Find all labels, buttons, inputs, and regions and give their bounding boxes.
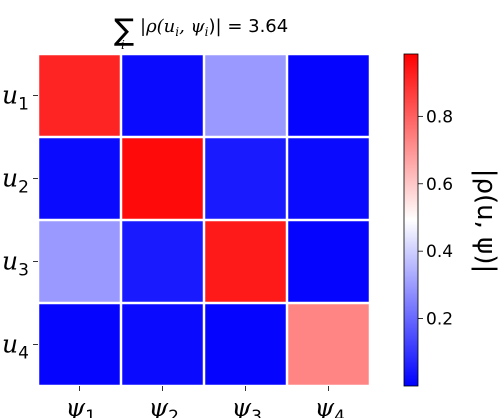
colorbar-tick-label-4: 0.8 bbox=[426, 107, 453, 127]
colorbar-label: |ρ(u, ψ)| bbox=[471, 169, 501, 273]
title-part-2: , ψ bbox=[179, 16, 205, 37]
column-labels: ψ1 ψ2 ψ3 ψ4 bbox=[66, 386, 345, 418]
title-sum-symbol: ∑ bbox=[114, 13, 134, 48]
heatmap-cell-r2-c3 bbox=[205, 138, 286, 219]
heatmap-cell-r1-c1 bbox=[39, 55, 120, 136]
row-label-2: u2 bbox=[2, 164, 29, 198]
col-label-1: ψ1 bbox=[66, 393, 96, 418]
heatmap-cell-r3-c2 bbox=[122, 221, 203, 302]
title-part-1: |ρ(u bbox=[140, 16, 175, 37]
heatmap-cell-r2-c1 bbox=[39, 138, 120, 219]
heatmap-cell-r1-c2 bbox=[122, 55, 203, 136]
chart-title: ∑ i |ρ(ui, ψi)| = 3.64 bbox=[114, 13, 288, 52]
colorbar-frame bbox=[403, 53, 419, 387]
row-label-4: u4 bbox=[2, 330, 29, 364]
heatmap-cell-r1-c4 bbox=[288, 55, 369, 136]
heatmap-cell-r3-c4 bbox=[288, 221, 369, 302]
colorbar-gradient bbox=[404, 54, 418, 386]
heatmap-cell-r3-c3 bbox=[205, 221, 286, 302]
heatmap-cell-r4-c3 bbox=[205, 304, 286, 385]
heatmap-cell-r4-c4 bbox=[288, 304, 369, 385]
heatmap-cell-r1-c3 bbox=[205, 55, 286, 136]
heatmap-cell-r2-c2 bbox=[122, 138, 203, 219]
col-label-3: ψ3 bbox=[232, 393, 262, 418]
row-label-3: u3 bbox=[2, 247, 29, 281]
heatmap-cell-r3-c1 bbox=[39, 221, 120, 302]
title-body: |ρ(ui, ψi)| = 3.64 bbox=[140, 16, 288, 39]
title-sub-2: i bbox=[205, 25, 209, 39]
title-sum-subscript: i bbox=[121, 38, 125, 52]
title-part-3: )| = 3.64 bbox=[209, 16, 289, 37]
heatmap-cell-r2-c4 bbox=[288, 138, 369, 219]
col-label-2: ψ2 bbox=[149, 393, 179, 418]
heatmap-cell-r4-c1 bbox=[39, 304, 120, 385]
heatmap-cells bbox=[39, 55, 369, 385]
heatmap-cell-r4-c2 bbox=[122, 304, 203, 385]
row-labels: u1 u2 u3 u4 bbox=[2, 81, 38, 364]
title-sub-1: i bbox=[175, 25, 179, 39]
colorbar: 0.2 0.4 0.6 0.8 |ρ(u, ψ)| bbox=[403, 53, 501, 387]
colorbar-tick-label-2: 0.4 bbox=[426, 242, 453, 262]
row-label-1: u1 bbox=[2, 81, 29, 115]
colorbar-tick-label-1: 0.2 bbox=[426, 310, 453, 330]
colorbar-ticks: 0.2 0.4 0.6 0.8 bbox=[418, 107, 453, 330]
col-label-4: ψ4 bbox=[315, 393, 345, 418]
colorbar-tick-label-3: 0.6 bbox=[426, 175, 453, 195]
